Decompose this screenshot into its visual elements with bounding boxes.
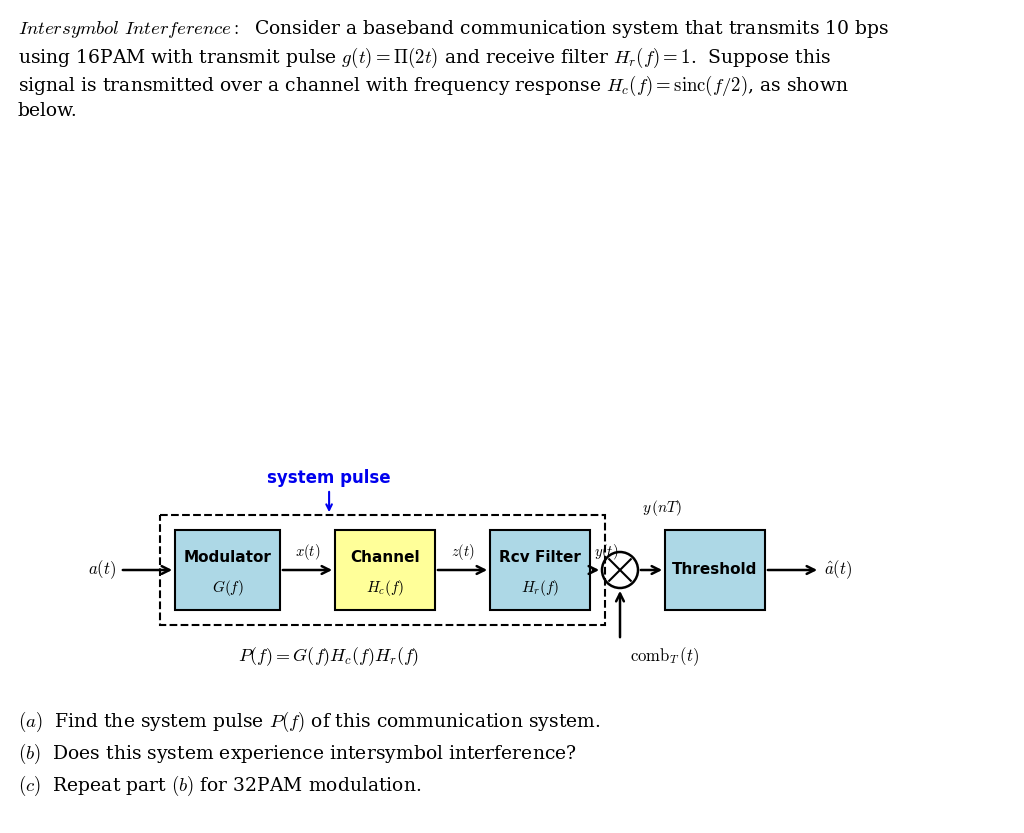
Text: signal is transmitted over a channel with frequency response $H_c(f) = \mathrm{s: signal is transmitted over a channel wit… xyxy=(18,74,849,98)
Text: Channel: Channel xyxy=(350,550,420,565)
Text: $\it{Intersymbol\ Interference:}$  Consider a baseband communication system that: $\it{Intersymbol\ Interference:}$ Consid… xyxy=(18,18,889,40)
Text: $P(f) = G(f)H_c(f)H_r(f)$: $P(f) = G(f)H_c(f)H_r(f)$ xyxy=(239,645,420,668)
Text: using 16PAM with transmit pulse $g(t) = \Pi(2t)$ and receive filter $H_r(f) = 1$: using 16PAM with transmit pulse $g(t) = … xyxy=(18,46,831,70)
Text: $y(t)$: $y(t)$ xyxy=(594,542,618,562)
Text: $H_r(f)$: $H_r(f)$ xyxy=(521,577,559,597)
Text: $x(t)$: $x(t)$ xyxy=(295,542,321,562)
Text: $z(t)$: $z(t)$ xyxy=(451,542,474,562)
Text: $\mathit{(b)}$  Does this system experience intersymbol interference?: $\mathit{(b)}$ Does this system experien… xyxy=(18,742,577,766)
Bar xyxy=(160,515,605,625)
Text: $\mathrm{comb}_T\,(t)$: $\mathrm{comb}_T\,(t)$ xyxy=(630,645,699,668)
Bar xyxy=(665,530,765,610)
Text: below.: below. xyxy=(18,102,78,120)
Text: Modulator: Modulator xyxy=(183,550,271,565)
Bar xyxy=(175,530,280,610)
Text: $G(f)$: $G(f)$ xyxy=(212,577,244,597)
Text: $\mathit{(a)}$  Find the system pulse $P(f)$ of this communication system.: $\mathit{(a)}$ Find the system pulse $P(… xyxy=(18,710,600,734)
Text: $a(t)$: $a(t)$ xyxy=(88,559,116,581)
Text: $H_c(f)$: $H_c(f)$ xyxy=(366,577,404,597)
Text: $\mathit{(c)}$  Repeat part $\mathit{(b)}$ for 32PAM modulation.: $\mathit{(c)}$ Repeat part $\mathit{(b)}… xyxy=(18,774,422,798)
Text: system pulse: system pulse xyxy=(267,469,391,487)
Text: Threshold: Threshold xyxy=(673,562,758,577)
Bar xyxy=(490,530,590,610)
Text: $\hat{a}(t)$: $\hat{a}(t)$ xyxy=(824,559,852,581)
Bar xyxy=(335,530,435,610)
Text: $y\,(nT)$: $y\,(nT)$ xyxy=(642,498,682,518)
Text: Rcv Filter: Rcv Filter xyxy=(499,550,581,565)
